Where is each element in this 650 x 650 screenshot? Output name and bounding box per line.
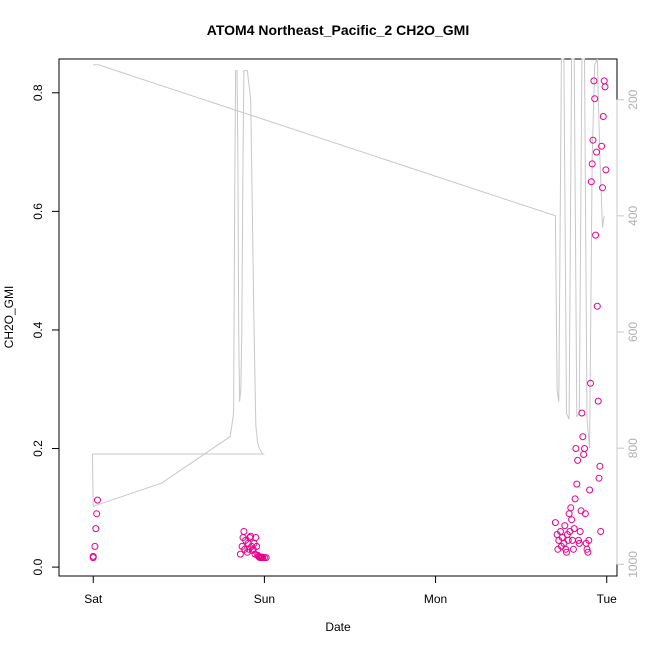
data-point: [578, 409, 586, 417]
series-line-1: [93, 58, 605, 449]
data-point: [563, 548, 570, 556]
data-point: [562, 545, 570, 553]
data-point: [577, 507, 585, 515]
data-point: [589, 136, 597, 144]
data-point: [583, 545, 591, 553]
data-point: [569, 545, 577, 553]
data-point: [579, 433, 587, 441]
series-line-0: [91, 70, 265, 507]
y-axis-right: 200 400 600 800 1000: [616, 89, 640, 578]
data-point: [247, 532, 255, 540]
data-point: [581, 510, 589, 518]
data-point: [569, 536, 576, 544]
data-point: [576, 528, 584, 535]
data-point: [602, 166, 610, 174]
data-point: [575, 539, 583, 547]
data-point: [601, 83, 609, 91]
y-right-tick-label: 200: [626, 89, 640, 109]
x-axis-label: Date: [325, 620, 351, 634]
data-point: [580, 451, 588, 458]
data-point: [595, 474, 603, 482]
x-tick-label: Tue: [597, 592, 618, 606]
data-point: [590, 77, 598, 85]
x-axis: Sat Sun Mon Tue: [84, 575, 618, 606]
y-right-tick-label: 400: [626, 205, 640, 225]
data-point: [586, 486, 594, 494]
data-point: [596, 462, 604, 470]
data-point: [561, 522, 569, 530]
x-tick-label: Sun: [254, 592, 275, 606]
y-right-tick-label: 1000: [626, 551, 640, 578]
data-point: [592, 231, 600, 239]
data-point: [571, 495, 579, 503]
data-point: [573, 480, 581, 488]
data-point: [568, 516, 576, 524]
data-point: [570, 525, 578, 533]
data-point: [587, 379, 594, 387]
data-point: [572, 445, 580, 452]
y-right-tick-label: 600: [626, 322, 640, 342]
data-point: [593, 302, 601, 310]
data-point: [567, 504, 575, 512]
data-point: [597, 528, 605, 535]
data-point: [89, 554, 97, 562]
data-point: [581, 445, 588, 452]
data-point: [236, 550, 244, 558]
chart-title: ATOM4 Northeast_Pacific_2 CH2O_GMI: [207, 22, 469, 38]
y-tick-label: 0.4: [31, 321, 45, 338]
data-point: [591, 95, 599, 103]
series-layer: [89, 58, 610, 562]
y-right-tick-label: 800: [626, 438, 640, 458]
data-point: [587, 178, 595, 186]
data-point: [565, 510, 573, 518]
data-point: [94, 496, 101, 504]
data-point: [585, 536, 593, 544]
x-tick-label: Sat: [84, 592, 103, 606]
data-point: [584, 548, 592, 556]
y-axis: 0.0 0.2 0.4 0.6 0.8: [31, 84, 60, 575]
data-point: [93, 510, 101, 518]
y-tick-label: 0.0: [31, 558, 45, 575]
plot-frame: [58, 58, 618, 577]
data-point: [91, 542, 99, 550]
data-point: [575, 536, 582, 544]
data-point: [588, 160, 596, 168]
data-point: [598, 142, 606, 150]
data-point: [594, 397, 602, 405]
data-point: [240, 528, 248, 535]
data-point: [599, 113, 607, 120]
y-axis-label: CH2O_GMI: [2, 286, 16, 349]
data-point: [564, 536, 572, 544]
data-point: [262, 554, 270, 562]
data-point: [551, 519, 559, 527]
data-point: [92, 525, 100, 533]
y-tick-label: 0.6: [31, 203, 45, 220]
y-tick-label: 0.2: [31, 440, 45, 457]
data-point: [593, 148, 600, 156]
y-tick-label: 0.8: [31, 84, 45, 101]
data-point: [574, 456, 582, 464]
x-tick-label: Mon: [424, 592, 447, 606]
data-point: [252, 534, 260, 541]
data-point: [253, 542, 261, 550]
data-point: [600, 77, 608, 85]
data-point: [599, 184, 606, 192]
